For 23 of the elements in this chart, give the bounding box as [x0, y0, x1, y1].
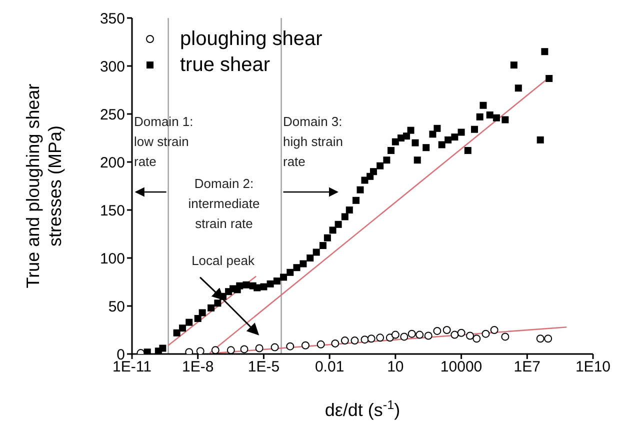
y-tick-label: 150 [100, 202, 125, 220]
x-tick-label: 1E10 [575, 358, 611, 376]
y-tick-label: 100 [100, 250, 125, 268]
annotation: Domain 2: intermediate strain rate [187, 175, 261, 233]
y-tick-label: 50 [108, 298, 125, 316]
x-tick-label: 10000 [440, 358, 482, 376]
x-tick-label: 1E-8 [182, 358, 214, 376]
legend-label: true shear [180, 53, 270, 78]
y-axis-title: True and ploughing shear stresses (MPa) [22, 82, 66, 290]
y-tick-label: 250 [100, 106, 125, 124]
x-tick-label: 10 [387, 358, 404, 376]
x-tick-label: 1E-5 [248, 358, 280, 376]
legend-label: ploughing shear [180, 27, 322, 52]
x-tick-label: 1E-11 [112, 358, 152, 376]
y-tick-label: 200 [100, 154, 125, 172]
x-tick-label: 0.01 [314, 358, 344, 376]
annotation: Domain 3: high strain rate [283, 113, 344, 171]
annotation: Domain 1: low strain rate [134, 113, 194, 171]
annotation: Local peak [190, 252, 256, 270]
y-tick-label: 300 [100, 58, 125, 76]
x-axis-title: dε/dt (s$^{-1}$) [324, 398, 400, 420]
x-tick-label: 1E7 [514, 358, 540, 376]
y-tick-label: 350 [100, 10, 125, 28]
